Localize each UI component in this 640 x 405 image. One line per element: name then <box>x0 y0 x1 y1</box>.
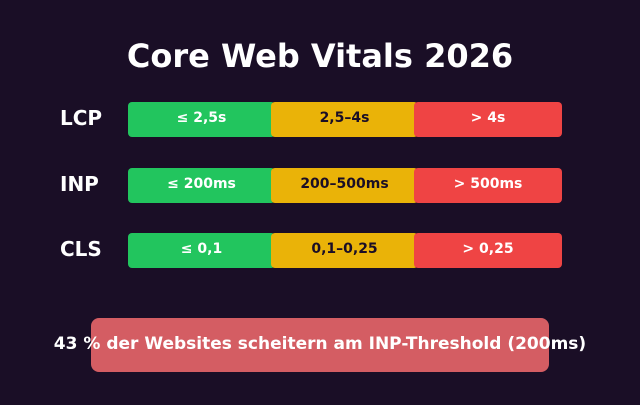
metric-label: INP <box>60 172 99 196</box>
threshold-poor: > 0,25 <box>414 233 562 268</box>
threshold-good: ≤ 0,1 <box>128 233 275 268</box>
metric-label: CLS <box>60 237 102 261</box>
threshold-good: ≤ 200ms <box>128 168 275 203</box>
threshold-poor: > 500ms <box>414 168 562 203</box>
threshold-needs-improvement: 2,5–4s <box>271 102 418 137</box>
callout-box <box>91 318 549 372</box>
metric-label: LCP <box>60 106 103 130</box>
threshold-needs-improvement: 0,1–0,25 <box>271 233 418 268</box>
threshold-poor: > 4s <box>414 102 562 137</box>
threshold-needs-improvement: 200–500ms <box>271 168 418 203</box>
callout-text: 43 % der Websites scheitern am INP-Thres… <box>53 334 587 354</box>
threshold-good: ≤ 2,5s <box>128 102 275 137</box>
metric-row-inp: INP ≤ 200ms 200–500ms > 500ms <box>0 168 640 203</box>
metric-row-cls: CLS ≤ 0,1 0,1–0,25 > 0,25 <box>0 233 640 268</box>
page-title: Core Web Vitals 2026 <box>126 37 514 75</box>
metric-row-lcp: LCP ≤ 2,5s 2,5–4s > 4s <box>0 102 640 137</box>
